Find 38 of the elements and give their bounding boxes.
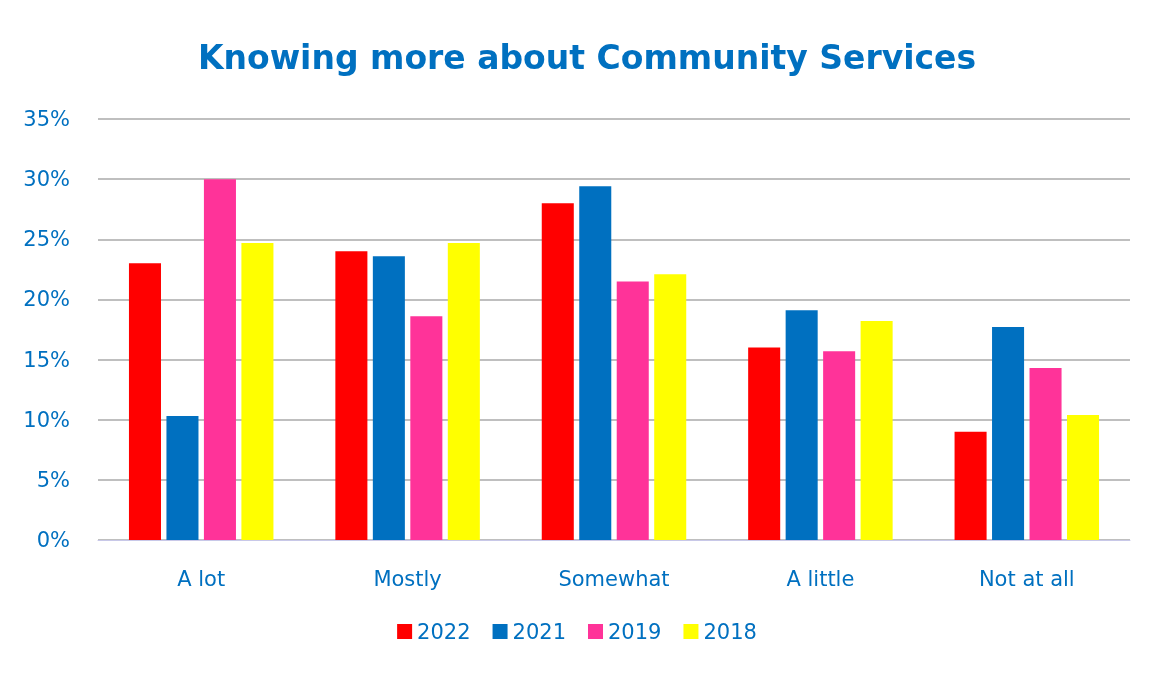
bar — [860, 321, 893, 540]
x-tick-label: Somewhat — [558, 566, 670, 591]
bar — [823, 351, 856, 540]
bar — [241, 242, 274, 540]
y-tick-label: 35% — [23, 107, 70, 131]
x-tick-label: Mostly — [373, 566, 442, 591]
y-tick-label: 10% — [23, 407, 70, 432]
x-tick-label: A lot — [177, 566, 226, 591]
x-tick-label: A little — [786, 566, 855, 591]
bar — [616, 281, 649, 540]
legend-label: 2019 — [608, 619, 662, 644]
bar — [541, 203, 574, 540]
y-tick-label: 20% — [23, 287, 70, 312]
bar — [410, 316, 443, 540]
bar — [447, 242, 480, 540]
legend-label: 2022 — [417, 619, 471, 644]
y-tick-label: 25% — [23, 227, 70, 252]
bar — [954, 431, 987, 540]
bar — [992, 327, 1025, 540]
legend-label: 2021 — [512, 619, 567, 644]
bar — [203, 179, 236, 540]
bar — [748, 347, 781, 540]
bar — [1029, 367, 1062, 540]
y-tick-label: 30% — [23, 167, 70, 192]
bar — [166, 416, 199, 540]
legend-label: 2018 — [703, 619, 757, 644]
chart-title: Knowing more about Community Services — [197, 38, 977, 77]
y-tick-label: 0% — [36, 528, 70, 552]
bar — [785, 310, 818, 540]
x-tick-label: Not at all — [978, 566, 1075, 591]
bar — [372, 256, 405, 540]
bar — [1067, 414, 1100, 540]
y-tick-label: 15% — [23, 347, 70, 372]
y-tick-label: 5% — [36, 467, 70, 492]
bar — [579, 186, 612, 540]
bar — [654, 274, 687, 540]
bar — [128, 263, 161, 540]
bar — [335, 251, 368, 540]
